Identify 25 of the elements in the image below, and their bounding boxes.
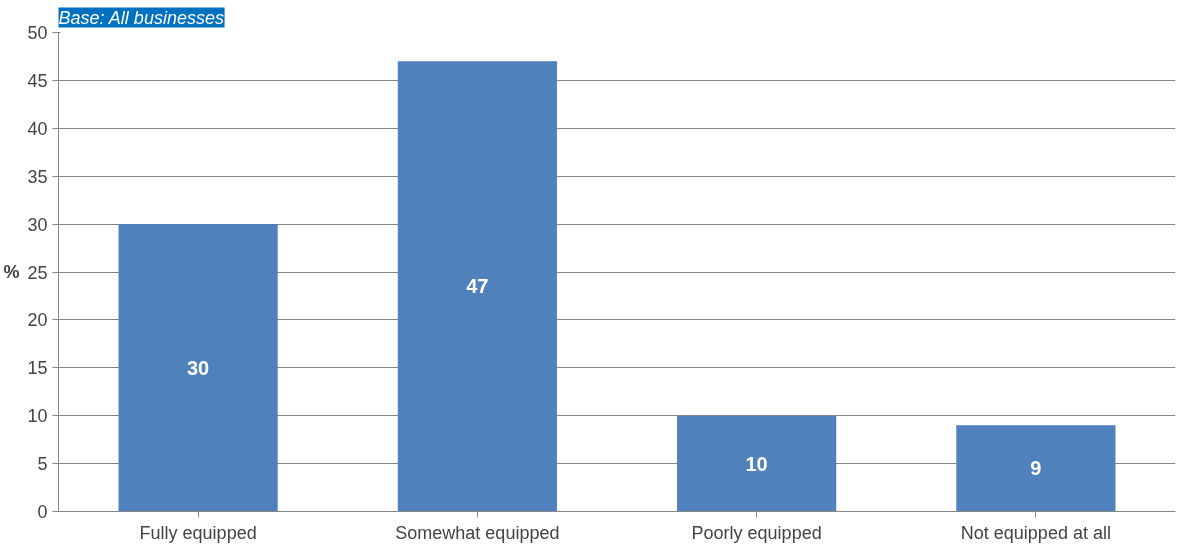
data-label: 47 bbox=[466, 275, 489, 298]
y-tick-label: 5 bbox=[37, 454, 48, 475]
y-tick-label: 15 bbox=[27, 358, 48, 379]
y-axis-title: % bbox=[3, 262, 20, 282]
chart-subtitle: Base: All businesses bbox=[58, 7, 224, 28]
y-tick-label: 30 bbox=[27, 214, 48, 235]
x-tick-label: Somewhat equipped bbox=[395, 522, 560, 543]
y-tick-label: 45 bbox=[27, 70, 48, 91]
y-tick-label: 50 bbox=[27, 23, 48, 43]
data-label: 10 bbox=[745, 452, 768, 475]
y-tick-label: 10 bbox=[27, 406, 48, 427]
y-tick-label: 35 bbox=[27, 166, 48, 187]
y-tick-label: 20 bbox=[27, 310, 48, 331]
data-label: 30 bbox=[187, 356, 210, 379]
x-tick-label: Poorly equipped bbox=[691, 522, 822, 543]
x-tick-label: Fully equipped bbox=[139, 522, 257, 543]
x-tick-label: Not equipped at all bbox=[960, 522, 1111, 543]
data-label: 9 bbox=[1030, 457, 1042, 480]
y-tick-label: 0 bbox=[37, 502, 48, 522]
bar bbox=[677, 415, 837, 512]
bar bbox=[956, 425, 1116, 512]
y-tick-label: 40 bbox=[27, 118, 48, 139]
y-tick-label: 25 bbox=[27, 262, 48, 283]
bar bbox=[118, 224, 278, 512]
bar bbox=[397, 61, 557, 512]
